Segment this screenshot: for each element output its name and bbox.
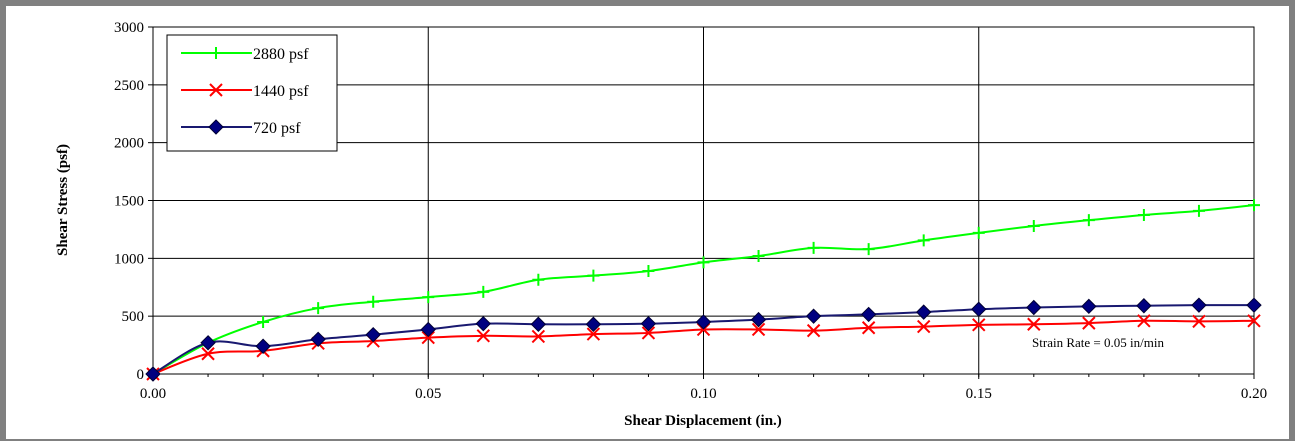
- data-point-2880-psf: [917, 234, 930, 247]
- y-tick-label: 0: [137, 367, 145, 383]
- data-point-720-psf: [805, 308, 822, 324]
- legend-label-1440-psf: 1440 psf: [253, 83, 309, 100]
- data-point-1440-psf: [421, 330, 435, 345]
- data-point-2880-psf: [1192, 204, 1205, 217]
- data-point-2880-psf: [1137, 208, 1150, 221]
- x-tick-label: 0.00: [140, 386, 166, 402]
- legend-entry-1440-psf: 1440 psf: [181, 83, 309, 100]
- y-tick-label: 2000: [114, 136, 144, 152]
- x-tick-label: 0.10: [690, 386, 716, 402]
- data-point-720-psf: [1026, 299, 1042, 316]
- x-tick-label: 0.20: [1241, 386, 1267, 402]
- data-point-1440-psf: [476, 329, 491, 343]
- data-point-2880-psf: [972, 226, 985, 239]
- data-point-720-psf: [475, 315, 492, 332]
- data-point-2880-psf: [477, 285, 490, 298]
- data-point-2880-psf: [1082, 214, 1095, 227]
- data-point-720-psf: [1081, 298, 1097, 315]
- data-point-720-psf: [585, 316, 602, 332]
- data-point-720-psf: [1136, 298, 1152, 314]
- data-point-2880-psf: [587, 269, 600, 282]
- data-point-720-psf: [971, 301, 987, 317]
- data-point-720-psf: [310, 331, 326, 348]
- x-tick-label: 0.15: [966, 386, 992, 402]
- series-layer: [145, 199, 1262, 382]
- data-point-720-psf: [1191, 297, 1207, 313]
- legend: 2880 psf 1440 psf 720 psf: [166, 34, 338, 152]
- data-point-2880-psf: [257, 315, 270, 328]
- data-point-720-psf: [915, 304, 932, 320]
- data-point-2880-psf: [422, 291, 435, 304]
- legend-box: [166, 34, 338, 152]
- legend-marker-1440-psf: [209, 83, 223, 97]
- y-tick-label: 1000: [114, 251, 144, 267]
- series-720-psf: [145, 297, 1262, 382]
- data-point-2880-psf: [532, 273, 545, 286]
- data-point-1440-psf: [1137, 314, 1151, 328]
- legend-entry-720-psf: 720 psf: [181, 119, 301, 137]
- data-point-720-psf: [255, 338, 271, 354]
- data-point-1440-psf: [1027, 317, 1041, 331]
- data-point-1440-psf: [586, 327, 601, 341]
- strain-rate-annotation: Strain Rate = 0.05 in/min: [1032, 335, 1164, 350]
- data-point-2880-psf: [697, 256, 710, 269]
- data-point-720-psf: [695, 314, 712, 330]
- data-point-720-psf: [420, 321, 436, 338]
- data-point-1440-psf: [806, 323, 821, 338]
- y-tick-label: 3000: [114, 20, 144, 36]
- data-point-720-psf: [200, 335, 216, 351]
- y-tick-label: 500: [122, 309, 145, 325]
- axes: 0.00 0.05 0.10 0.15 0.20 0 500 1000 1500 2000 2500…: [114, 20, 1267, 402]
- data-point-1440-psf: [1247, 314, 1261, 328]
- x-tick-label: 0.05: [415, 386, 441, 402]
- data-point-720-psf: [640, 315, 657, 332]
- data-point-1440-psf: [861, 321, 876, 335]
- data-point-720-psf: [365, 326, 381, 343]
- data-point-2880-psf: [367, 295, 380, 308]
- data-point-720-psf: [860, 306, 877, 323]
- data-point-2880-psf: [312, 302, 325, 315]
- data-point-2880-psf: [1027, 219, 1040, 232]
- x-axis-title: Shear Displacement (in.): [624, 413, 782, 429]
- data-point-1440-psf: [531, 329, 546, 344]
- y-tick-label: 1500: [114, 194, 144, 210]
- data-point-2880-psf: [752, 250, 765, 263]
- series-2880-psf: [147, 199, 1260, 380]
- y-tick-label: 2500: [114, 78, 144, 94]
- data-point-1440-psf: [751, 322, 766, 337]
- data-point-1440-psf: [1192, 314, 1206, 329]
- legend-label-720-psf: 720 psf: [253, 120, 301, 137]
- data-point-2880-psf: [807, 241, 820, 254]
- data-point-720-psf: [1246, 297, 1262, 313]
- data-point-720-psf: [750, 311, 767, 328]
- legend-entry-2880-psf: 2880 psf: [181, 46, 309, 63]
- data-point-2880-psf: [862, 243, 875, 256]
- data-point-1440-psf: [201, 347, 215, 361]
- data-point-720-psf: [530, 316, 547, 332]
- data-point-2880-psf: [1248, 199, 1260, 212]
- data-point-1440-psf: [916, 319, 931, 334]
- y-axis-title: Shear Stress (psf): [55, 144, 71, 256]
- legend-marker-2880-psf: [210, 47, 222, 59]
- data-point-1440-psf: [641, 326, 656, 340]
- legend-label-2880-psf: 2880 psf: [253, 46, 309, 63]
- data-point-1440-psf: [972, 318, 986, 332]
- data-point-720-psf: [145, 366, 161, 382]
- data-point-1440-psf: [1082, 316, 1096, 330]
- legend-marker-720-psf: [208, 119, 224, 135]
- data-point-2880-psf: [642, 265, 655, 278]
